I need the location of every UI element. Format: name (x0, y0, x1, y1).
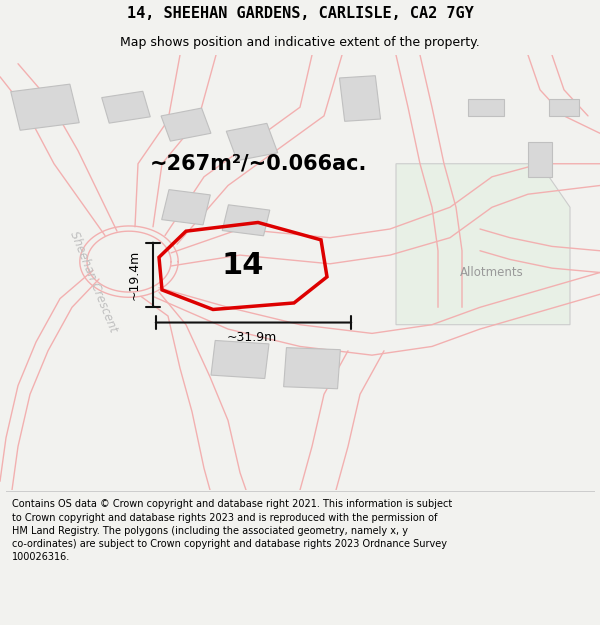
Polygon shape (340, 76, 380, 121)
Text: 14, SHEEHAN GARDENS, CARLISLE, CA2 7GY: 14, SHEEHAN GARDENS, CARLISLE, CA2 7GY (127, 6, 473, 21)
Polygon shape (549, 99, 579, 116)
Polygon shape (222, 205, 270, 236)
Text: ~267m²/~0.066ac.: ~267m²/~0.066ac. (149, 154, 367, 174)
Polygon shape (102, 91, 150, 123)
Polygon shape (161, 108, 211, 141)
Polygon shape (226, 123, 278, 161)
Text: 14: 14 (222, 251, 264, 281)
Polygon shape (161, 189, 211, 225)
Text: Contains OS data © Crown copyright and database right 2021. This information is : Contains OS data © Crown copyright and d… (12, 499, 452, 562)
Polygon shape (396, 164, 570, 325)
Polygon shape (11, 84, 79, 130)
Text: Allotments: Allotments (460, 266, 524, 279)
Polygon shape (284, 348, 340, 389)
Text: Sheehan Crescent: Sheehan Crescent (67, 229, 119, 334)
Polygon shape (211, 341, 269, 379)
Text: Map shows position and indicative extent of the property.: Map shows position and indicative extent… (120, 36, 480, 49)
Polygon shape (468, 99, 504, 116)
Text: ~31.9m: ~31.9m (227, 331, 277, 344)
Text: ~19.4m: ~19.4m (128, 249, 141, 300)
Polygon shape (528, 142, 552, 177)
